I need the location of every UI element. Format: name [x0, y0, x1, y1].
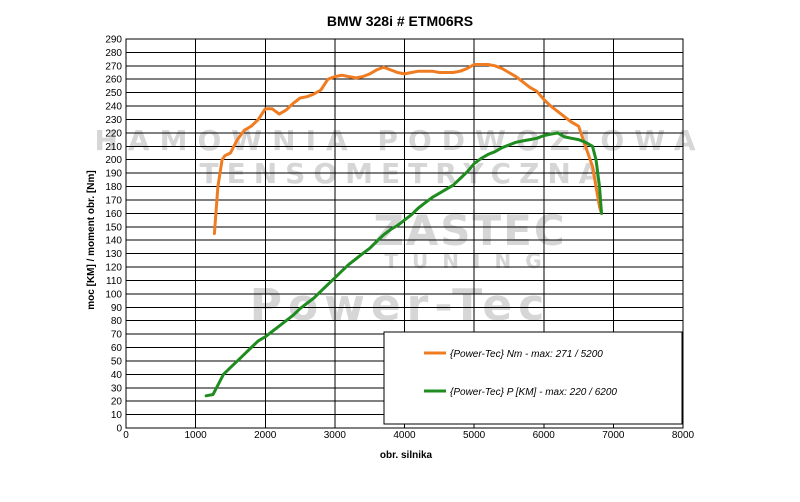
x-tick-label: 8000 — [672, 430, 695, 441]
legend-box — [383, 331, 683, 425]
y-tick-label: 190 — [105, 169, 122, 180]
y-tick-label: 100 — [105, 289, 122, 300]
y-tick-label: 30 — [111, 383, 123, 394]
y-tick-label: 240 — [105, 102, 122, 113]
legend-label-torque: {Power-Tec} Nm - max: 271 / 5200 — [450, 349, 603, 360]
y-tick-label: 80 — [111, 316, 123, 327]
y-tick-label: 150 — [105, 222, 122, 233]
x-axis-title: obr. silnika — [380, 450, 433, 461]
x-tick-label: 7000 — [602, 430, 625, 441]
y-tick-label: 70 — [111, 330, 123, 341]
y-tick-label: 230 — [105, 115, 122, 126]
legend-label-power: {Power-Tec} P [KM] - max: 220 / 6200 — [450, 387, 617, 398]
y-tick-label: 220 — [105, 128, 122, 139]
torque-series-line — [212, 63, 603, 235]
y-tick-label: 160 — [105, 209, 122, 220]
y-tick-label: 0 — [116, 424, 122, 435]
y-tick-label: 250 — [105, 88, 122, 99]
watermark-line: TUNING — [384, 249, 555, 273]
x-tick-label: 5000 — [463, 430, 486, 441]
x-tick-label: 4000 — [393, 430, 416, 441]
y-tick-label: 20 — [111, 397, 123, 408]
y-tick-label: 120 — [105, 263, 122, 274]
y-tick-label: 270 — [105, 61, 122, 72]
x-tick-label: 1000 — [185, 430, 208, 441]
y-tick-label: 280 — [105, 48, 122, 59]
y-tick-label: 110 — [106, 276, 122, 287]
x-tick-label: 0 — [123, 430, 129, 441]
x-tick-label: 2000 — [254, 430, 277, 441]
x-tick-label: 3000 — [324, 430, 347, 441]
x-tick-label: 6000 — [533, 430, 556, 441]
plot-frame — [125, 38, 684, 429]
y-tick-label: 260 — [105, 75, 122, 86]
y-tick-label: 50 — [111, 356, 123, 367]
y-tick-label: 140 — [105, 236, 122, 247]
y-tick-label: 60 — [111, 343, 123, 354]
y-tick-label: 180 — [105, 182, 122, 193]
power-series-line — [204, 131, 603, 398]
y-tick-label: 130 — [105, 249, 122, 260]
watermark-line: Power-Tec — [250, 280, 551, 331]
watermark-line: ZASTEC — [373, 206, 566, 255]
y-tick-label: 90 — [111, 303, 123, 314]
legend: {Power-Tec} Nm - max: 271 / 5200 {Power-… — [383, 331, 683, 425]
y-tick-label: 210 — [105, 142, 122, 153]
series-layer — [204, 63, 603, 398]
y-tick-label: 200 — [105, 155, 122, 166]
y-tick-label: 10 — [111, 410, 123, 421]
y-axis-title: moc [KM] / moment obr. [Nm] — [86, 170, 97, 309]
y-tick-label: 170 — [105, 195, 122, 206]
y-tick-label: 290 — [105, 35, 122, 46]
plot-axes: 0102030405060708090100110120130140150160… — [105, 35, 694, 442]
y-tick-label: 40 — [111, 370, 123, 381]
chart-title: BMW 328i # ETM06RS — [327, 13, 473, 29]
